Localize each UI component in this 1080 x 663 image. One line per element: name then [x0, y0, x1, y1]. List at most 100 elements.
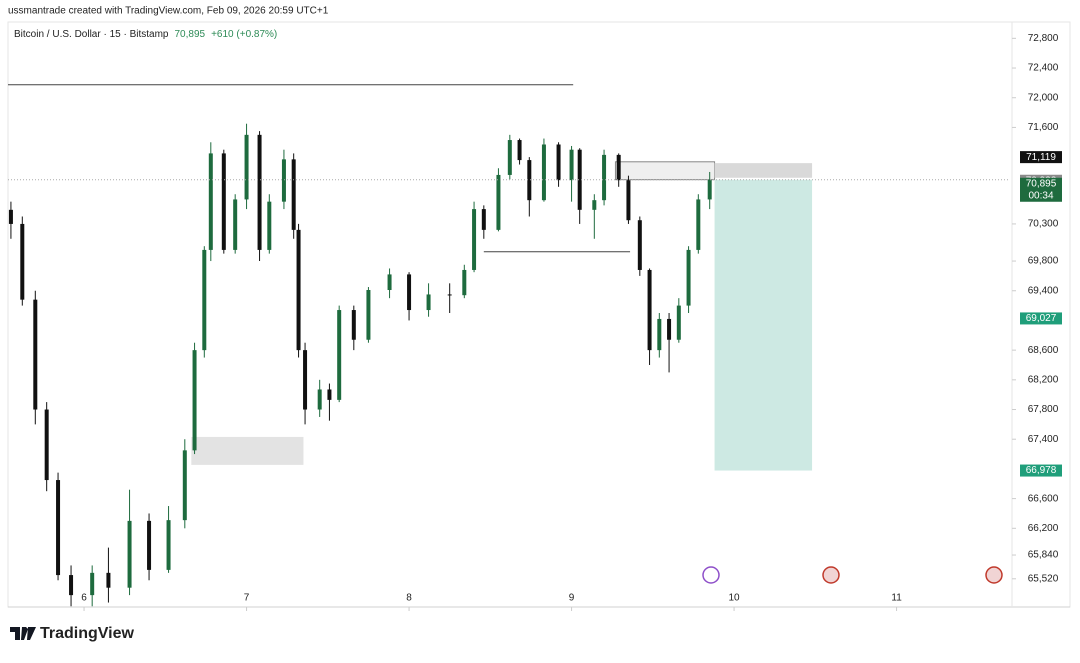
- candle-body: [447, 294, 452, 296]
- candle-body: [90, 572, 95, 596]
- candle-body: [244, 134, 249, 200]
- candle-body: [507, 140, 512, 175]
- candle-body: [127, 520, 132, 588]
- y-tick-label: 69,400: [1028, 285, 1059, 296]
- attribution: ussmantrade created with TradingView.com…: [8, 6, 329, 17]
- zone: [714, 179, 813, 471]
- candle-body: [686, 249, 691, 306]
- x-tick-label: 6: [81, 593, 87, 604]
- candle-body: [426, 294, 431, 311]
- y-tick-label: 71,600: [1028, 122, 1059, 133]
- brand-name: TradingView: [40, 625, 135, 642]
- zone: [191, 436, 304, 465]
- price-label-box: [1020, 464, 1062, 477]
- candle-body: [541, 144, 546, 201]
- zone: [614, 161, 716, 181]
- candle-body: [496, 174, 501, 230]
- candle-body: [317, 389, 322, 410]
- x-tick-label: 10: [729, 593, 741, 604]
- last-price: 70,895: [175, 29, 206, 40]
- y-tick-label: 69,800: [1028, 256, 1059, 267]
- candle-body: [166, 520, 171, 570]
- candle-body: [351, 310, 356, 340]
- candle-body: [296, 229, 301, 351]
- candle-body: [387, 274, 392, 291]
- candle-body: [707, 179, 712, 200]
- price-label-box: [1020, 312, 1062, 325]
- price-label-box: [1020, 151, 1062, 164]
- y-tick-label: 65,520: [1028, 573, 1059, 584]
- candle-body: [208, 153, 213, 250]
- zone: [714, 163, 813, 178]
- event-icon: [702, 566, 720, 584]
- candle-body: [637, 220, 642, 270]
- candle-body: [527, 160, 532, 201]
- event-icon: [985, 566, 1003, 584]
- candle-body: [577, 149, 582, 210]
- countdown: 00:34: [1028, 190, 1053, 201]
- candle-body: [33, 299, 38, 410]
- price-label: 71,119: [1026, 152, 1056, 163]
- candle-body: [626, 180, 631, 221]
- symbol: Bitcoin / U.S. Dollar · 15 · Bitstamp: [14, 29, 169, 40]
- candle-body: [56, 480, 61, 576]
- y-tick-label: 72,400: [1028, 63, 1059, 74]
- candle-body: [192, 350, 197, 451]
- y-tick-label: 68,600: [1028, 345, 1059, 356]
- y-tick-label: 68,200: [1028, 374, 1059, 385]
- candle-body: [327, 389, 332, 400]
- candle-body: [69, 575, 74, 596]
- candle-body: [696, 199, 701, 250]
- candle-body: [647, 269, 652, 351]
- candle-body: [221, 153, 226, 250]
- y-tick-label: 72,800: [1028, 33, 1059, 44]
- x-tick-label: 9: [569, 593, 575, 604]
- price-label-box: [1020, 177, 1062, 202]
- price-label: 66,978: [1026, 465, 1057, 476]
- y-tick-label: 66,600: [1028, 493, 1059, 504]
- price-label: 70,895: [1026, 178, 1057, 189]
- candle-body: [676, 305, 681, 340]
- brand: TradingView: [10, 625, 135, 642]
- candle-body: [202, 249, 207, 351]
- candle-body: [602, 154, 607, 201]
- candle-body: [233, 199, 238, 250]
- candle-body: [303, 350, 308, 410]
- candle-body: [366, 290, 371, 340]
- candle-body: [182, 450, 187, 521]
- y-tick-label: 67,800: [1028, 404, 1059, 415]
- candle-body: [657, 318, 662, 351]
- candle-body: [291, 159, 296, 230]
- x-tick-label: 8: [406, 593, 412, 604]
- x-tick-label: 7: [244, 593, 250, 604]
- y-tick-label: 67,400: [1028, 434, 1059, 445]
- candle-body: [556, 144, 561, 181]
- change: +610 (+0.87%): [211, 29, 277, 40]
- candle-body: [8, 209, 13, 224]
- candle-body: [517, 140, 522, 161]
- event-icon: [822, 566, 840, 584]
- brand-logo: [10, 627, 36, 640]
- candle-body: [44, 409, 49, 481]
- price-label: 69,027: [1026, 313, 1057, 324]
- candle-body: [267, 201, 272, 250]
- candle-body: [592, 200, 597, 210]
- candle-body: [281, 159, 286, 202]
- event-icons: [702, 566, 1003, 584]
- candle-body: [106, 572, 111, 588]
- symbol-info: Bitcoin / U.S. Dollar · 15 · Bitstamp 70,…: [14, 29, 277, 40]
- x-tick-label: 11: [891, 593, 902, 604]
- candle-body: [569, 149, 574, 181]
- candle-body: [257, 134, 262, 250]
- y-tick-label: 70,300: [1028, 219, 1059, 230]
- candle-body: [20, 223, 25, 300]
- candle-body: [472, 209, 477, 270]
- y-tick-label: 66,200: [1028, 523, 1059, 534]
- candle-body: [462, 269, 467, 296]
- candle-body: [481, 209, 486, 230]
- candle-body: [337, 310, 342, 400]
- plot-area: [8, 84, 813, 607]
- candle-body: [407, 274, 412, 311]
